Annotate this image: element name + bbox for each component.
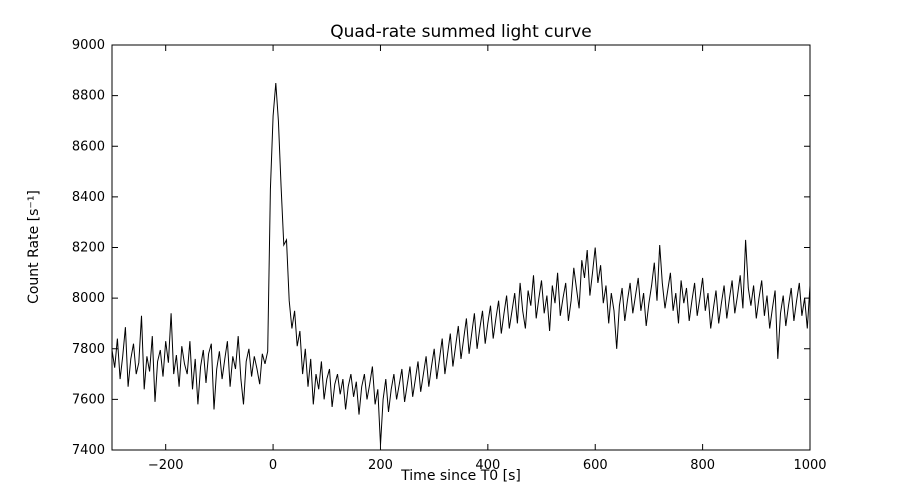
- x-tick-label: 800: [690, 458, 715, 473]
- y-tick-label: 8000: [72, 291, 105, 306]
- y-tick-label: 7600: [72, 392, 105, 407]
- x-tick-label: 600: [583, 458, 608, 473]
- y-axis-label: Count Rate [s⁻¹]: [26, 190, 42, 304]
- y-tick-label: 8400: [72, 190, 105, 205]
- chart-title: Quad-rate summed light curve: [330, 22, 592, 42]
- x-tick-label: 200: [368, 458, 393, 473]
- x-tick-label: 400: [475, 458, 500, 473]
- y-tick-label: 7400: [72, 443, 105, 458]
- y-tick-label: 9000: [72, 38, 105, 53]
- x-axis-label: Time since T0 [s]: [401, 468, 521, 484]
- y-tick-label: 7800: [72, 342, 105, 357]
- lightcurve-series: [111, 82, 811, 445]
- x-tick-label: 1000: [793, 458, 826, 473]
- x-tick-label: −200: [148, 458, 184, 473]
- axes-frame: [111, 44, 811, 451]
- y-tick-label: 8600: [72, 139, 105, 154]
- x-tick-label: 0: [269, 458, 277, 473]
- y-tick-label: 8200: [72, 241, 105, 256]
- y-tick-label: 8800: [72, 89, 105, 104]
